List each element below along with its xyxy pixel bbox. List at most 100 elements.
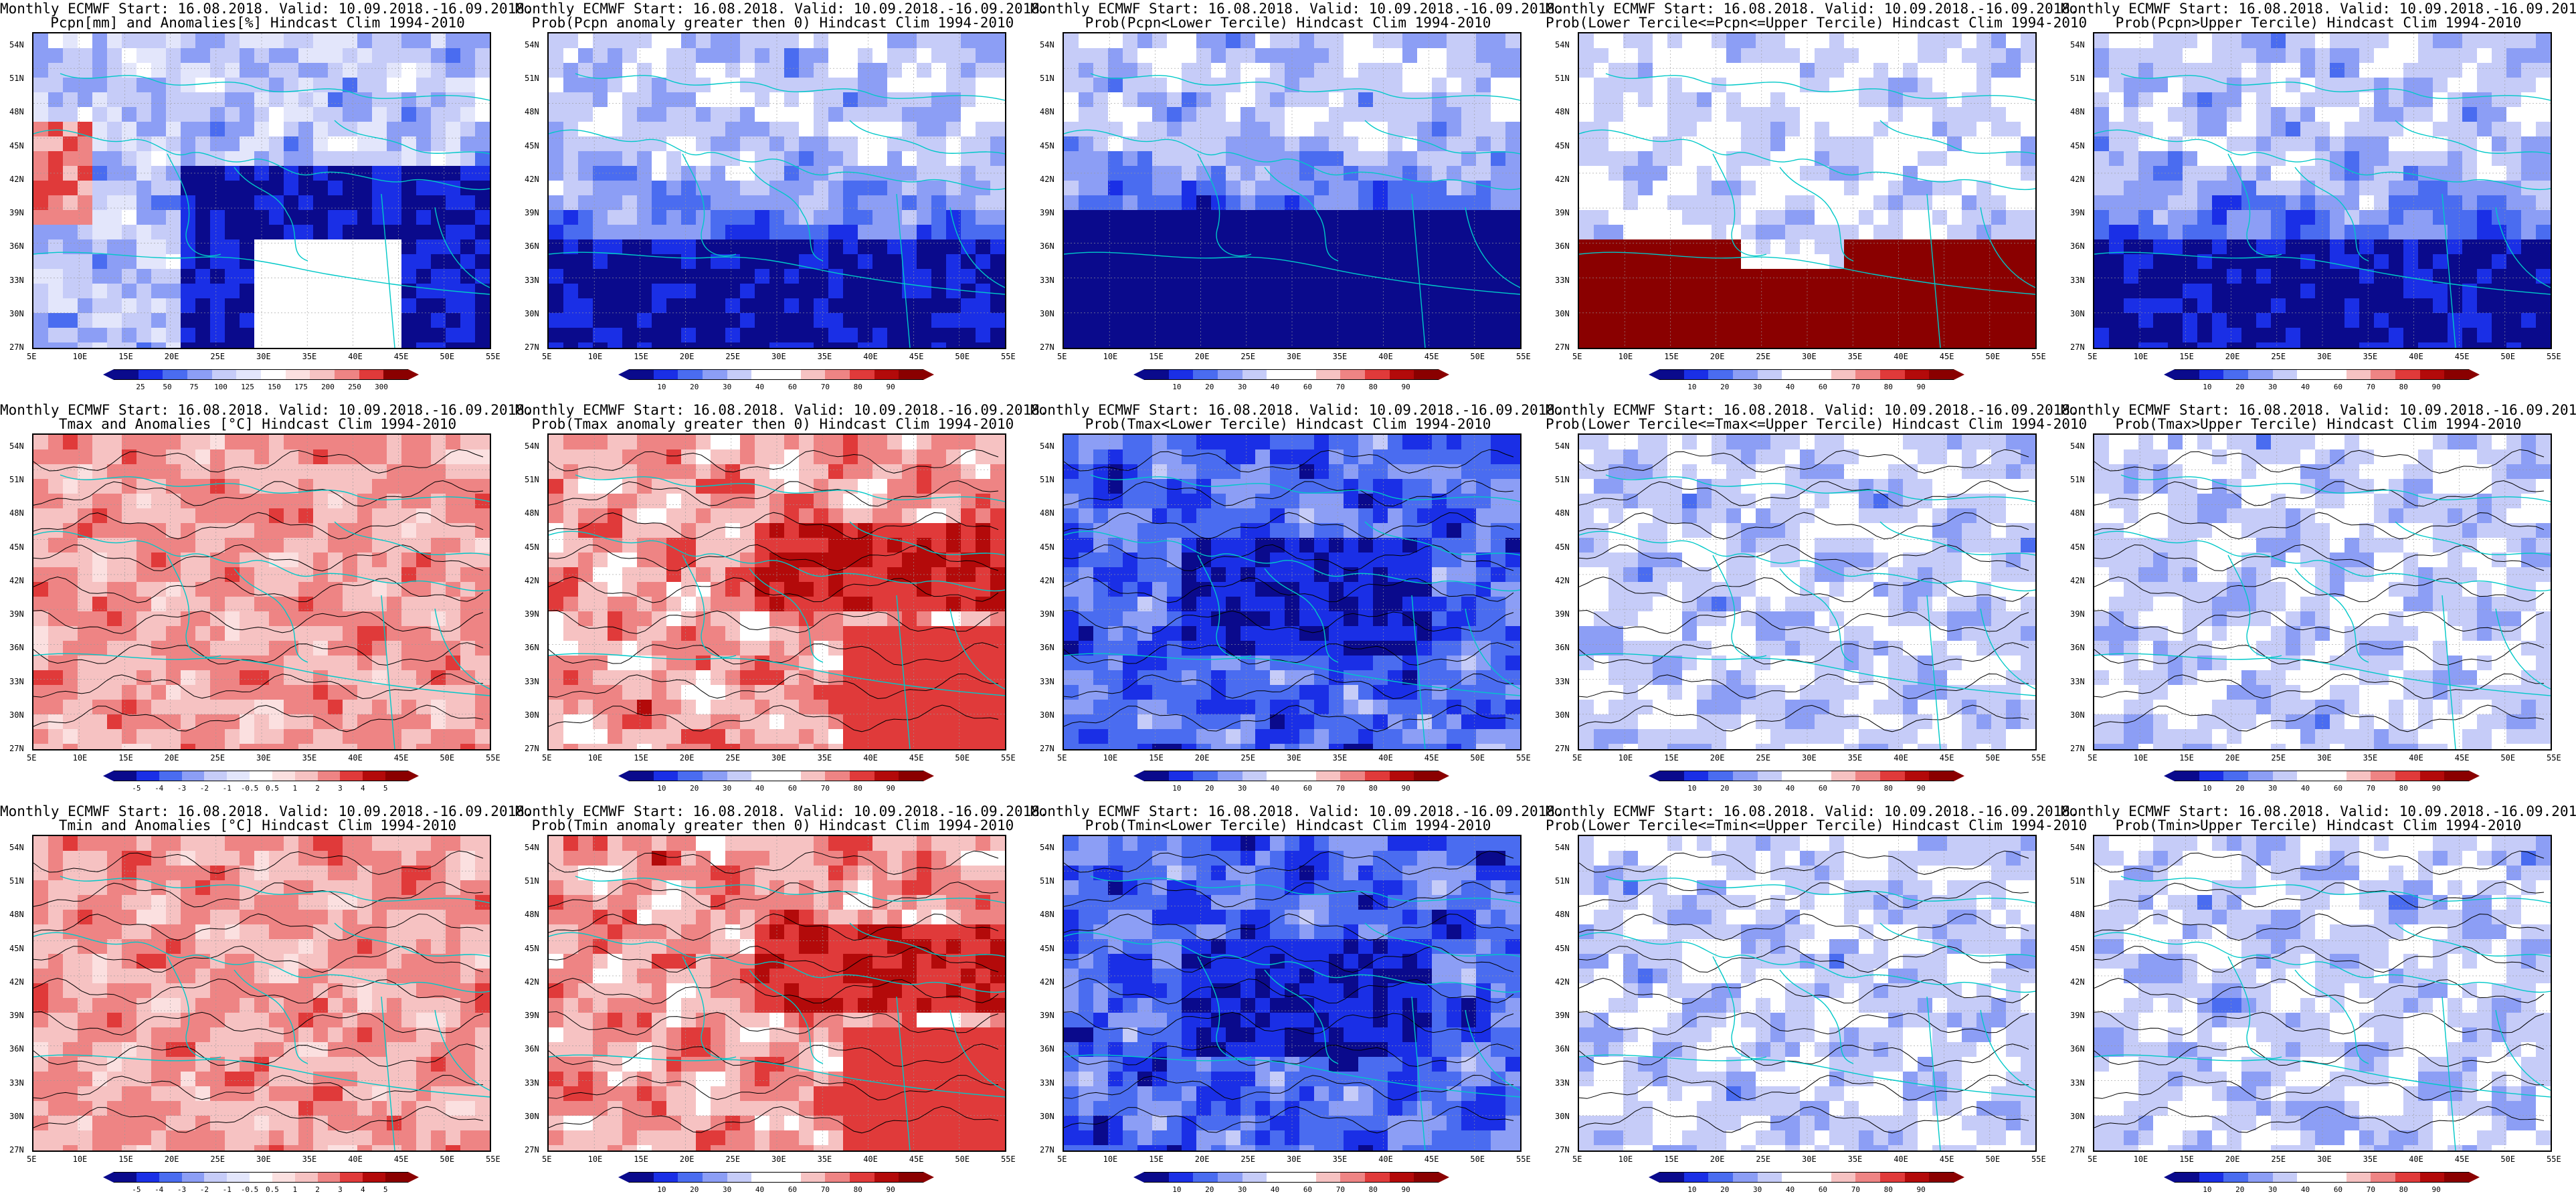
- field-cell: [902, 328, 917, 343]
- field-cell: [151, 435, 167, 450]
- field-cell: [1329, 151, 1344, 167]
- field-cell: [343, 523, 358, 538]
- field-cell: [269, 611, 284, 627]
- field-cell: [1108, 210, 1123, 225]
- field-cell: [254, 626, 270, 641]
- field-cell: [622, 449, 638, 465]
- field-cell: [769, 284, 785, 299]
- field-cell: [1785, 269, 1801, 284]
- field-cell: [401, 700, 417, 715]
- field-cell: [1667, 269, 1683, 284]
- coastline: [1579, 129, 2035, 191]
- field-cell: [1844, 136, 1859, 152]
- field-cell: [976, 136, 991, 152]
- field-cell: [210, 78, 225, 93]
- field-cell: [1697, 313, 1712, 328]
- field-cell: [593, 298, 608, 314]
- field-cell: [1196, 166, 1212, 181]
- field-cell: [1152, 269, 1168, 284]
- field-cell: [1123, 166, 1138, 181]
- field-cell: [1491, 63, 1506, 78]
- field-cell: [1344, 48, 1359, 64]
- field-cell: [1270, 254, 1285, 270]
- field-cell: [2241, 269, 2257, 284]
- field-cell: [1079, 210, 1094, 225]
- field-cell: [1667, 313, 1683, 328]
- field-cell: [1800, 269, 1815, 284]
- field-cell: [872, 479, 888, 494]
- map-area: [547, 433, 1006, 750]
- field-cell: [1859, 166, 1874, 181]
- field-cell: [711, 567, 726, 583]
- field-cell: [1976, 78, 1992, 93]
- longitude-label: 15E: [1149, 352, 1164, 361]
- field-cell: [2153, 48, 2169, 64]
- field-cell: [210, 670, 225, 686]
- field-cell: [1873, 63, 1889, 78]
- field-cell: [2389, 269, 2404, 284]
- field-cell: [2006, 254, 2021, 270]
- field-cell: [1079, 181, 1094, 196]
- latitude-label: 27N: [9, 342, 24, 352]
- field-cell: [269, 435, 284, 450]
- field-cell: [887, 508, 903, 524]
- field-cell: [2197, 284, 2213, 299]
- field-cell: [1447, 92, 1462, 108]
- field-cell: [1682, 254, 1697, 270]
- field-cell: [2006, 63, 2021, 78]
- field-cell: [122, 92, 137, 108]
- field-cell: [2462, 210, 2478, 225]
- field-cell: [755, 166, 770, 181]
- field-cell: [2006, 78, 2021, 93]
- colorbar-min-arrow: [103, 771, 114, 781]
- field-cell: [2241, 239, 2257, 255]
- field-cell: [887, 435, 903, 450]
- field-cell: [2359, 33, 2375, 49]
- field-cell: [2389, 48, 2404, 64]
- field-cell: [78, 48, 93, 64]
- field-cell: [2448, 107, 2463, 122]
- field-cell: [240, 685, 255, 700]
- field-cell: [769, 122, 785, 137]
- field-cell: [696, 342, 711, 348]
- field-cell: [343, 181, 358, 196]
- field-cell: [1093, 33, 1109, 49]
- field-cell: [1800, 48, 1815, 64]
- field-cell: [1255, 210, 1271, 225]
- field-cell: [269, 508, 284, 524]
- field-cell: [475, 685, 490, 700]
- field-cell: [2521, 284, 2537, 299]
- field-cell: [1491, 342, 1506, 348]
- field-cell: [1667, 210, 1683, 225]
- field-cell: [622, 538, 638, 553]
- field-cell: [313, 523, 329, 538]
- field-cell: [122, 641, 137, 656]
- field-cell: [2521, 298, 2537, 314]
- field-cell: [2138, 33, 2154, 49]
- field-cell: [666, 464, 682, 480]
- colorbar-label: 175: [294, 383, 308, 391]
- field-cell: [990, 48, 1005, 64]
- colorbar-swatch: [114, 369, 139, 380]
- colorbar-swatch: [776, 369, 802, 380]
- field-cell: [2359, 284, 2375, 299]
- field-cell: [254, 597, 270, 612]
- field-cell: [828, 582, 844, 597]
- field-cell: [416, 284, 432, 299]
- field-cell: [1211, 269, 1226, 284]
- field-cell: [357, 181, 373, 196]
- field-cell: [195, 92, 211, 108]
- field-cell: [578, 225, 593, 240]
- field-cell: [284, 239, 299, 255]
- field-cell: [1093, 122, 1109, 137]
- field-cell: [92, 464, 108, 480]
- field-cell: [637, 181, 652, 196]
- field-cell: [33, 284, 49, 299]
- field-cell: [1196, 122, 1212, 137]
- field-cell: [313, 729, 329, 744]
- field-cell: [357, 685, 373, 700]
- field-cell: [122, 714, 137, 730]
- field-cell: [1344, 92, 1359, 108]
- field-cell: [328, 597, 343, 612]
- field-cell: [2506, 78, 2522, 93]
